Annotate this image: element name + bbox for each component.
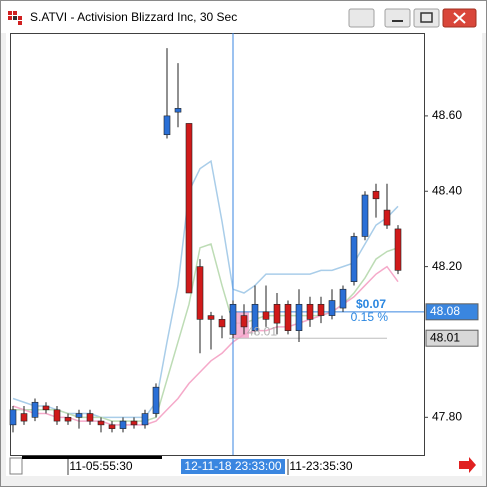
price-marker-label: 48.08 — [430, 304, 460, 318]
candle-body — [42, 405, 50, 411]
candle-body — [163, 115, 171, 136]
candle-body — [262, 311, 270, 320]
candle-body — [240, 315, 248, 328]
scroll-bar[interactable] — [22, 456, 162, 459]
window-title: S.ATVI - Activision Blizzard Inc, 30 Sec — [30, 10, 237, 24]
candle-body — [207, 315, 215, 320]
candle-body — [97, 420, 105, 426]
candle-body — [350, 236, 358, 282]
candle-body — [108, 424, 116, 429]
candle-body — [328, 300, 336, 316]
price-marker-box — [425, 329, 479, 347]
price-marker-label: 48.01 — [430, 330, 460, 344]
candle-body — [394, 228, 402, 271]
plot-frame — [10, 33, 425, 456]
x-tick-label: 11-23:35:30 — [289, 459, 352, 473]
candle-body — [130, 420, 138, 426]
x-tick-label: 12-11-18 23:33:00 — [184, 459, 282, 473]
candle-body — [75, 413, 83, 418]
measure-start-label: 48.01 — [247, 324, 277, 338]
y-tick-label: 48.60 — [432, 108, 462, 122]
candle-body — [295, 303, 303, 331]
candle-body — [251, 303, 259, 331]
candle-body — [306, 303, 314, 320]
candle-body — [185, 123, 193, 294]
crosshair-label-box — [181, 459, 285, 474]
candle-body — [383, 209, 391, 226]
maximize-icon — [420, 12, 433, 23]
candle-body — [339, 288, 347, 309]
maximize-button[interactable] — [413, 8, 440, 28]
app-icon — [8, 11, 22, 25]
candle-body — [20, 413, 28, 422]
candle-body — [86, 413, 94, 422]
scroll-right-arrow[interactable] — [459, 457, 476, 473]
y-tick-label: 48.40 — [432, 183, 462, 197]
candle-body — [284, 303, 292, 331]
minimize-button[interactable] — [384, 8, 411, 28]
candle-body — [218, 319, 226, 328]
candle-body — [152, 386, 160, 414]
scroll-box[interactable] — [9, 457, 23, 475]
measure-change: $0.07 — [356, 297, 386, 311]
y-tick-label: 48.20 — [432, 259, 462, 273]
candle-body — [119, 420, 127, 429]
candle-body — [372, 190, 380, 200]
candle-body — [53, 409, 61, 422]
x-tick-label: 11-05:55:30 — [69, 459, 132, 473]
candle-body — [31, 401, 39, 418]
candle-body — [317, 303, 325, 316]
close-icon — [453, 12, 466, 24]
candle-body — [273, 303, 281, 324]
measure-percent: 0.15 % — [351, 310, 389, 324]
candle-body — [229, 303, 237, 335]
candle-body — [141, 413, 149, 426]
y-tick-label: 47.80 — [432, 409, 462, 423]
candle-body — [361, 194, 369, 237]
candle-body — [196, 266, 204, 320]
link-button[interactable] — [348, 8, 375, 28]
candle-body — [174, 108, 182, 113]
candle-body — [9, 409, 17, 426]
price-marker-box — [425, 303, 479, 321]
candle-body — [64, 417, 72, 422]
